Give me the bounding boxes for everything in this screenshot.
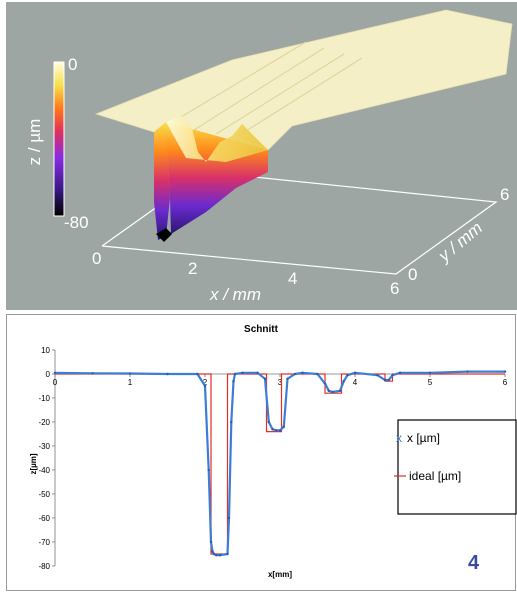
- y-tick-0: 0: [408, 265, 417, 284]
- series-measured-point: [271, 428, 274, 431]
- colorbar: [53, 61, 65, 217]
- y-tick-label: 10: [41, 346, 50, 355]
- x-tick-label: 1: [128, 378, 133, 387]
- series-measured-point: [241, 371, 244, 374]
- series-measured-point: [128, 372, 132, 375]
- series-measured-point: [207, 468, 210, 472]
- surface-plot: 0 -80 z / µm 0 2 4 6 x / mm 0 6 y / mm: [6, 2, 517, 310]
- series-measured-point: [282, 425, 285, 428]
- series-measured-point: [503, 370, 507, 373]
- series-measured-point: [211, 550, 214, 553]
- series-measured-point: [230, 420, 233, 424]
- surface-ridges: [175, 41, 363, 137]
- series-measured-point: [166, 372, 169, 376]
- series-measured-point: [293, 372, 297, 376]
- x-tick-4: 4: [288, 269, 297, 288]
- series-measured-point: [428, 371, 432, 374]
- series-measured-point: [256, 371, 259, 374]
- y-tick-label: -50: [38, 490, 50, 499]
- series-measured-point: [286, 377, 289, 380]
- y-tick-6: 6: [500, 185, 509, 204]
- x-tick-label: 2: [203, 378, 208, 387]
- series-measured-point: [275, 429, 278, 432]
- series-measured-point: [342, 380, 345, 383]
- chart-title: Schnitt: [244, 324, 279, 335]
- series-measured-point: [226, 552, 229, 556]
- x-tick-0: 0: [92, 249, 101, 268]
- series-measured-point: [212, 552, 216, 556]
- figure-number: 4: [468, 552, 480, 574]
- legend-marker-measured: x: [396, 431, 402, 445]
- series-measured-point: [263, 377, 267, 380]
- x-axis-label: x / mm: [209, 285, 261, 304]
- x-tick-label: 6: [503, 378, 508, 387]
- trench-bottom: [156, 228, 172, 242]
- x-tick-label: 5: [428, 378, 433, 387]
- series-measured-point: [387, 378, 390, 382]
- y-tick-label: 0: [46, 370, 51, 379]
- x-tick-2: 2: [188, 259, 197, 278]
- tick-labels: 100-10-20-30-40-50-60-70-800 1 2 3 4 5 6: [38, 346, 507, 571]
- x-tick-6: 6: [390, 279, 399, 298]
- series-measured-line: [54, 370, 505, 557]
- series: [53, 370, 507, 557]
- series-measured-point: [327, 389, 330, 392]
- series-measured-point: [466, 370, 469, 373]
- x-tick-label: 3: [278, 378, 283, 387]
- series-measured-point: [267, 420, 270, 424]
- y-tick-label: -70: [38, 538, 50, 547]
- series-measured-point: [53, 371, 57, 374]
- series-measured-point: [383, 378, 387, 382]
- series-measured-point: [215, 554, 218, 557]
- series-measured-point: [91, 372, 94, 375]
- legend: x x [µm] ideal [µm]: [394, 419, 517, 515]
- series-measured-point: [233, 372, 237, 376]
- series-measured-point: [376, 374, 379, 377]
- series-measured-point: [323, 382, 327, 385]
- series-measured-point: [398, 371, 402, 374]
- series-measured-point: [353, 371, 357, 374]
- trench-slope: [166, 116, 268, 162]
- chart-x-label: x[mm]: [268, 570, 292, 579]
- series-measured-point: [232, 380, 235, 383]
- series-measured-point: [203, 384, 207, 388]
- legend-label-measured: x [µm]: [407, 431, 440, 445]
- series-measured-point: [209, 540, 213, 544]
- x-tick-label: 0: [53, 378, 58, 387]
- section-chart: Schnitt z[µm] x[mm] 100-10-20-30-40-50-6…: [6, 314, 517, 591]
- y-tick-label: -80: [38, 562, 50, 571]
- chart-y-label: z[µm]: [29, 453, 38, 474]
- legend-label-ideal: ideal [µm]: [409, 469, 461, 483]
- legend-box: [397, 419, 517, 515]
- series-measured-point: [218, 554, 222, 557]
- colorbar-min-label: -80: [64, 213, 89, 232]
- y-tick-label: -40: [38, 466, 50, 475]
- series-measured-point: [227, 516, 231, 520]
- trench-wall: [154, 122, 170, 240]
- series-measured-point: [391, 374, 394, 377]
- x-tick-label: 4: [353, 378, 358, 387]
- y-tick-label: -20: [38, 418, 50, 427]
- y-tick-label: -60: [38, 514, 50, 523]
- series-measured-point: [301, 371, 304, 374]
- series-measured-point: [338, 389, 342, 392]
- series-measured-point: [278, 429, 282, 432]
- series-measured-point: [331, 390, 334, 394]
- z-axis-label: z / µm: [25, 119, 44, 166]
- y-tick-label: -10: [38, 394, 50, 403]
- series-measured-point: [196, 372, 199, 376]
- series-measured-point: [316, 372, 319, 376]
- y-tick-label: -30: [38, 442, 50, 451]
- series-measured-point: [346, 374, 349, 377]
- colorbar-max-label: 0: [68, 55, 77, 74]
